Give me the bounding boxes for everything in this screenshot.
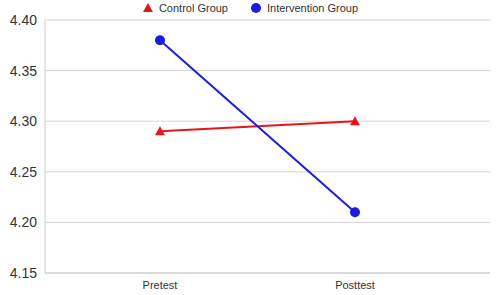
svg-text:4.20: 4.20	[10, 214, 37, 230]
html-text:Intervention Group: Intervention Group	[267, 2, 359, 14]
svg-text:Posttest: Posttest	[335, 279, 375, 291]
svg-text:4.25: 4.25	[10, 164, 37, 180]
svg-text:4.15: 4.15	[10, 265, 37, 281]
svg-text:4.30: 4.30	[10, 113, 37, 129]
svg-text:4.40: 4.40	[10, 12, 37, 28]
svg-text:4.35: 4.35	[10, 63, 37, 79]
html-text:Control Group: Control Group	[158, 2, 228, 14]
svg-text:Pretest: Pretest	[143, 279, 178, 291]
